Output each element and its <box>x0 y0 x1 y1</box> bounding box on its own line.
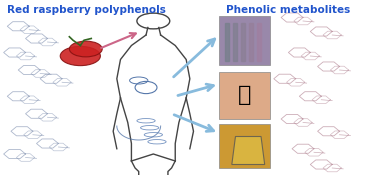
FancyBboxPatch shape <box>219 16 270 65</box>
Bar <box>257 23 261 61</box>
Polygon shape <box>232 136 265 164</box>
FancyBboxPatch shape <box>219 124 270 168</box>
Bar <box>249 23 253 61</box>
Bar <box>240 23 245 61</box>
FancyBboxPatch shape <box>219 72 270 119</box>
Text: Red raspberry polyphenols: Red raspberry polyphenols <box>7 5 166 15</box>
Circle shape <box>70 41 102 57</box>
Text: Phenolic metabolites: Phenolic metabolites <box>226 5 350 15</box>
Bar <box>232 23 237 61</box>
Text: 👶: 👶 <box>238 85 251 105</box>
Circle shape <box>60 46 101 66</box>
Bar <box>225 23 229 61</box>
